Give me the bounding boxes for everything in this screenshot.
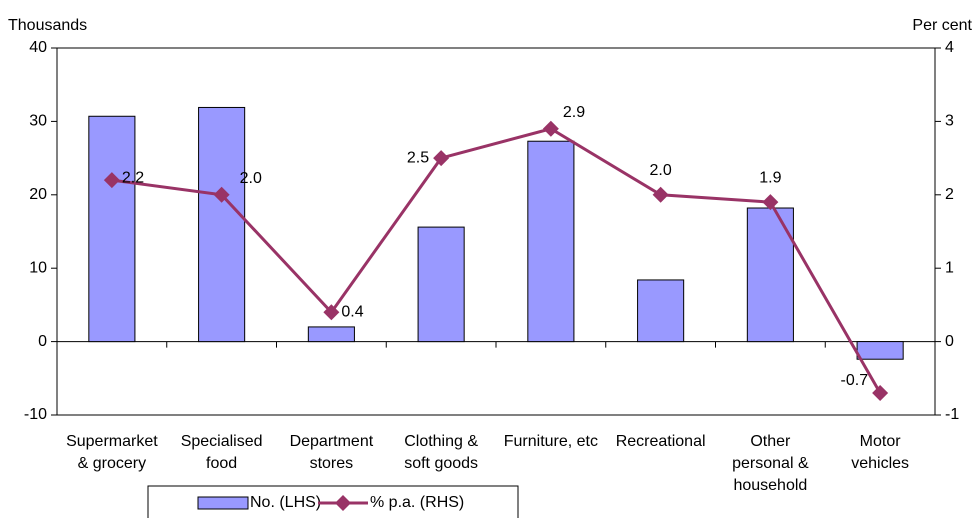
- y2-tick-label: 2: [945, 186, 954, 203]
- plot-frame: [56, 47, 936, 416]
- y2-axis-title: Per cent: [912, 17, 972, 34]
- x-tick-label: personal &: [732, 455, 809, 472]
- y-tick-label: 20: [29, 186, 47, 203]
- value-label: 2.5: [407, 149, 429, 166]
- bar: [417, 226, 465, 343]
- value-label: -0.7: [841, 372, 869, 389]
- y2-tick-label: -1: [945, 406, 959, 423]
- value-label: 2.2: [122, 169, 144, 186]
- y2-tick-label: 1: [945, 259, 954, 276]
- x-tick-label: Clothing &: [404, 433, 478, 450]
- bar: [637, 279, 685, 343]
- x-tick-label: household: [733, 477, 807, 494]
- x-tick-label: Furniture, etc: [504, 433, 598, 450]
- x-tick-label: Supermarket: [66, 433, 158, 450]
- x-tick-label: & grocery: [78, 455, 146, 472]
- x-tick-label: Department: [290, 433, 374, 450]
- x-tick-label: food: [206, 455, 237, 472]
- marker: [213, 186, 230, 203]
- marker: [433, 150, 450, 167]
- marker: [872, 384, 889, 401]
- line: [111, 127, 882, 394]
- marker: [103, 172, 120, 189]
- y-tick-label: 10: [29, 259, 47, 276]
- y-tick-label: 30: [29, 113, 47, 130]
- value-label: 2.9: [563, 104, 585, 121]
- legend-swatch: [197, 496, 249, 510]
- y2-tick-label: 0: [945, 333, 954, 350]
- value-label: 1.9: [759, 169, 781, 186]
- x-tick-label: vehicles: [851, 455, 909, 472]
- marker: [762, 194, 779, 211]
- bar: [198, 106, 246, 343]
- y-tick-label: 40: [29, 39, 47, 56]
- marker: [323, 304, 340, 321]
- bar: [527, 140, 575, 343]
- bar: [856, 341, 904, 360]
- legend-label: No. (LHS): [250, 494, 321, 511]
- legend-marker: [335, 495, 351, 511]
- legend-label: % p.a. (RHS): [370, 494, 464, 511]
- x-tick-label: Motor: [860, 433, 902, 450]
- marker: [652, 186, 669, 203]
- x-tick-label: Specialised: [181, 433, 263, 450]
- y2-tick-label: 4: [945, 39, 954, 56]
- y2-tick-label: 3: [945, 113, 954, 130]
- y-axis-title: Thousands: [8, 17, 87, 34]
- y-tick-label: 0: [38, 333, 47, 350]
- marker: [542, 120, 559, 137]
- value-label: 2.0: [240, 170, 262, 187]
- value-label: 0.4: [341, 303, 363, 320]
- bar: [307, 326, 355, 343]
- value-label: 2.0: [650, 162, 672, 179]
- x-tick-label: Other: [750, 433, 791, 450]
- x-tick-label: soft goods: [404, 455, 478, 472]
- bar: [88, 115, 136, 343]
- y-tick-label: -10: [24, 406, 47, 423]
- x-tick-label: Recreational: [616, 433, 706, 450]
- x-tick-label: stores: [310, 455, 354, 472]
